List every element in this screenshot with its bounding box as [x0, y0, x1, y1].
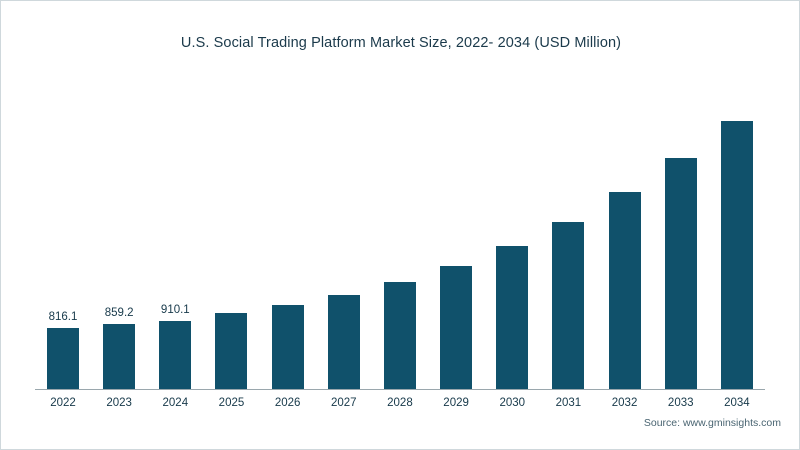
bar[interactable]	[271, 305, 304, 389]
x-axis-line	[35, 389, 765, 390]
x-tick-label: 2024	[162, 397, 189, 409]
bar-series: 816.1 859.2 910.1	[35, 73, 765, 389]
bar[interactable]	[383, 282, 416, 389]
x-axis-tick-labels: 2022 2023 2024 2025 2026 2027 2028 2029 …	[35, 397, 765, 409]
bar[interactable]	[664, 158, 697, 389]
bar-slot	[597, 73, 653, 389]
chart-title: U.S. Social Trading Platform Market Size…	[180, 35, 622, 51]
bar[interactable]	[215, 313, 248, 389]
plot-area: 816.1 859.2 910.1	[35, 73, 765, 389]
bar-slot: 859.2	[91, 73, 147, 389]
x-tick-label: 2034	[724, 397, 750, 409]
x-tick-label: 2032	[611, 397, 638, 409]
x-tick-label: 2028	[387, 397, 413, 409]
x-tick-label: 2030	[499, 397, 526, 409]
bar-value-label: 910.1	[160, 304, 190, 316]
x-tick-label: 2026	[274, 397, 301, 409]
bar-slot	[316, 73, 372, 389]
x-tick-label: 2022	[50, 397, 76, 409]
bar-slot	[260, 73, 316, 389]
x-tick-label: 2023	[106, 397, 132, 409]
bar-slot	[484, 73, 540, 389]
bar-slot	[540, 73, 596, 389]
x-tick-label: 2031	[555, 397, 582, 409]
bar-slot: 910.1	[147, 73, 203, 389]
x-tick-label: 2033	[667, 397, 694, 409]
bar-slot	[372, 73, 428, 389]
bar[interactable]	[608, 192, 641, 389]
bar[interactable]	[103, 324, 136, 389]
bar-value-label: 859.2	[104, 307, 134, 319]
bar-slot	[428, 73, 484, 389]
bar-slot	[653, 73, 709, 389]
bar[interactable]	[47, 328, 79, 389]
x-tick-label: 2029	[443, 397, 469, 409]
bar-slot	[709, 73, 765, 389]
source-note: Source: www.gminsights.com	[643, 417, 781, 429]
bar-value-label: 816.1	[48, 311, 78, 323]
bar[interactable]	[552, 222, 585, 389]
x-tick-label: 2025	[218, 397, 245, 409]
bar[interactable]	[327, 295, 360, 389]
bar[interactable]	[720, 121, 753, 389]
bar-slot: 816.1	[35, 73, 91, 389]
bar-slot	[203, 73, 259, 389]
bar[interactable]	[159, 321, 192, 389]
bar[interactable]	[496, 246, 529, 389]
bar[interactable]	[440, 266, 473, 389]
x-tick-label: 2027	[330, 397, 357, 409]
